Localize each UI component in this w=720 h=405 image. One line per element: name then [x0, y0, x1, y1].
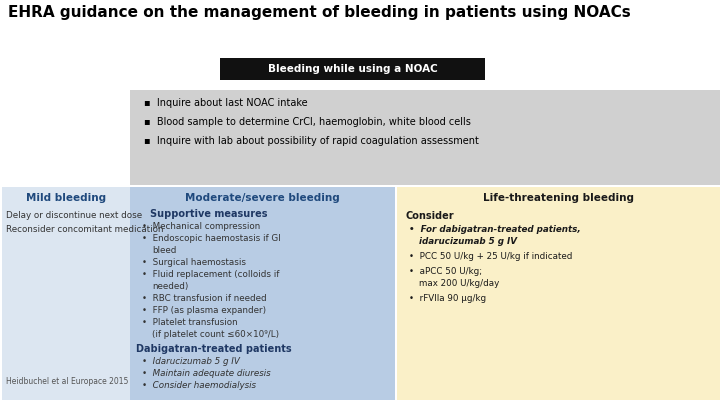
FancyBboxPatch shape: [2, 187, 130, 400]
Text: •  Surgical haemostasis: • Surgical haemostasis: [142, 258, 246, 267]
Text: ▪  Blood sample to determine CrCl, haemoglobin, white blood cells: ▪ Blood sample to determine CrCl, haemog…: [144, 117, 471, 127]
FancyBboxPatch shape: [397, 187, 720, 400]
Text: •  Idarucizumab 5 g IV: • Idarucizumab 5 g IV: [142, 357, 240, 366]
Text: •  Fluid replacement (colloids if: • Fluid replacement (colloids if: [142, 270, 279, 279]
FancyBboxPatch shape: [220, 58, 485, 80]
Text: Delay or discontinue next dose: Delay or discontinue next dose: [6, 211, 142, 220]
Text: •  FFP (as plasma expander): • FFP (as plasma expander): [142, 306, 266, 315]
Text: •  RBC transfusion if needed: • RBC transfusion if needed: [142, 294, 266, 303]
Text: Reconsider concomitant medication: Reconsider concomitant medication: [6, 225, 163, 234]
Text: Moderate/severe bleeding: Moderate/severe bleeding: [185, 193, 340, 203]
Text: Life-threatening bleeding: Life-threatening bleeding: [483, 193, 634, 203]
Text: bleed: bleed: [152, 246, 176, 255]
Text: max 200 U/kg/day: max 200 U/kg/day: [419, 279, 499, 288]
Text: Mild bleeding: Mild bleeding: [26, 193, 106, 203]
Text: •  Maintain adequate diuresis: • Maintain adequate diuresis: [142, 369, 271, 378]
Text: Supportive measures: Supportive measures: [150, 209, 268, 219]
Text: needed): needed): [152, 282, 189, 291]
Text: •  rFVIIa 90 μg/kg: • rFVIIa 90 μg/kg: [409, 294, 486, 303]
Text: idarucizumab 5 g IV: idarucizumab 5 g IV: [419, 237, 517, 246]
Text: •  For dabigatran-treated patients,: • For dabigatran-treated patients,: [409, 225, 581, 234]
Text: •  PCC 50 U/kg + 25 U/kg if indicated: • PCC 50 U/kg + 25 U/kg if indicated: [409, 252, 572, 261]
Text: •  Platelet transfusion: • Platelet transfusion: [142, 318, 238, 327]
Text: •  aPCC 50 U/kg;: • aPCC 50 U/kg;: [409, 267, 482, 276]
FancyBboxPatch shape: [130, 187, 395, 400]
FancyBboxPatch shape: [130, 90, 720, 185]
Text: ▪  Inquire about last NOAC intake: ▪ Inquire about last NOAC intake: [144, 98, 307, 108]
Text: •  Mechanical compression: • Mechanical compression: [142, 222, 260, 231]
Text: •  Consider haemodialysis: • Consider haemodialysis: [142, 381, 256, 390]
Text: ▪  Inquire with lab about possibility of rapid coagulation assessment: ▪ Inquire with lab about possibility of …: [144, 136, 479, 146]
Text: Bleeding while using a NOAC: Bleeding while using a NOAC: [268, 64, 437, 74]
Text: Consider: Consider: [405, 211, 454, 221]
Text: Heidbuchel et al Europace 2015: Heidbuchel et al Europace 2015: [6, 377, 128, 386]
Text: Dabigatran-treated patients: Dabigatran-treated patients: [136, 344, 292, 354]
Text: EHRA guidance on the management of bleeding in patients using NOACs: EHRA guidance on the management of bleed…: [8, 5, 631, 20]
Text: (if platelet count ≤60×10⁹/L): (if platelet count ≤60×10⁹/L): [152, 330, 279, 339]
Text: •  Endoscopic haemostasis if GI: • Endoscopic haemostasis if GI: [142, 234, 281, 243]
